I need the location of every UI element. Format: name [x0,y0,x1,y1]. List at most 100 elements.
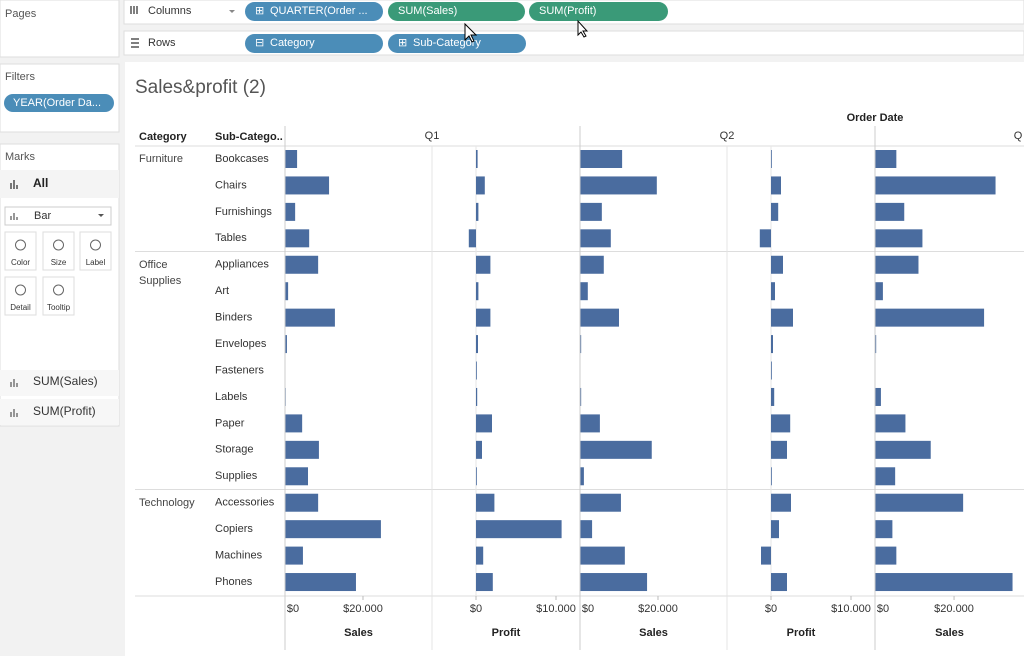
pages-panel [0,0,120,58]
row-pill-text[interactable]: Sub-Category [413,37,481,49]
bar [875,467,896,486]
marks-field[interactable]: SUM(Profit) [33,404,96,418]
bar [476,493,495,512]
mark-button-label[interactable]: Detail [10,303,31,312]
subcategory-label: Labels [215,391,248,403]
column-pill[interactable] [388,2,525,21]
column-pill-text[interactable]: SUM(Profit) [539,5,596,17]
bar [476,335,478,354]
rows-label: Rows [148,37,176,49]
mark-button-label[interactable]: Label [86,258,106,267]
columns-label: Columns [148,5,192,17]
bar [875,546,897,565]
bar [771,335,773,354]
filter-pill-text[interactable]: YEAR(Order Da... [13,97,101,109]
mark-button-label[interactable]: Size [51,258,67,267]
mark-buttons: Color Size Label Detail Tooltip [4,231,112,316]
bar [771,202,779,221]
x-tick-label: $0 [470,603,482,615]
category-label: Office Supplies [139,258,182,287]
bar [580,387,582,406]
subcategory-label: Chairs [215,179,247,191]
chart: Bookcases Chairs Furnishings Tables Applianc… [135,126,1024,650]
row-header: Category [139,131,188,143]
x-tick-label: $10.000 [831,603,871,615]
marks-field-row[interactable] [0,370,119,396]
filter-pill[interactable] [4,94,114,112]
bar [476,308,491,327]
marks-all[interactable]: All [33,176,48,190]
shelf-pills: ⊞ QUARTER(Order ... SUM(Sales) SUM(Profit) ⊟… [245,2,668,53]
row-pill[interactable] [245,34,383,53]
bar [476,255,491,274]
pages-label: Pages [5,8,37,20]
mark-button-icon [53,284,64,296]
mark-button[interactable] [42,231,75,271]
bar [285,202,296,221]
x-tick-label: $0 [582,603,594,615]
subcategory-label: Tables [215,232,247,244]
row-pill-text[interactable]: Category [270,37,315,49]
marks-all-row[interactable] [0,170,119,198]
bar [875,255,919,274]
shelf-dropdown[interactable] [229,10,235,13]
x-tick-label: $20.000 [934,603,974,615]
row-pill[interactable] [388,34,526,53]
column-pill[interactable] [245,2,383,21]
x-axis-title: Sales [935,627,964,639]
x-tick-label: $0 [287,603,299,615]
bar [771,440,787,459]
x-axis-title: Profit [492,627,521,639]
chart-area [125,62,1024,656]
bar [771,467,772,486]
mark-button-label[interactable]: Color [11,258,30,267]
bar [580,176,657,195]
mark-button-icon [15,284,26,296]
bar [580,440,652,459]
mark-button[interactable] [4,231,37,271]
subcategory-label: Machines [215,550,263,562]
bar [771,361,772,380]
bar [285,467,309,486]
subcategory-label: Bookcases [215,153,269,165]
category-label: Technology [139,496,195,509]
bar [771,255,783,274]
marks-field[interactable]: SUM(Sales) [33,374,98,388]
subcategory-label: Copiers [215,523,253,535]
bar [476,282,479,301]
mark-button[interactable] [79,231,112,271]
bar [285,282,289,301]
bar [875,387,881,406]
bar [580,546,625,565]
bar [875,176,996,195]
mark-type[interactable]: Bar [34,210,51,222]
bar [285,414,303,433]
x-tick-label: $0 [877,603,889,615]
columns-icon [130,6,138,14]
subcategory-label: Fasteners [215,364,264,376]
bar [580,150,623,168]
marks-field-row[interactable] [0,399,119,425]
column-pill-text[interactable]: SUM(Sales) [398,5,457,17]
bar [875,520,893,539]
bar [476,573,493,592]
column-pill[interactable] [529,2,668,21]
mark-button[interactable] [4,276,37,316]
bar-icon [10,213,18,220]
subcategory-label: Supplies [215,470,258,482]
bar [285,255,319,274]
bar [771,387,775,406]
mark-button-label[interactable]: Tooltip [47,303,71,312]
subcategory-label: Binders [215,312,253,324]
mark-type-dropdown[interactable] [4,206,112,226]
category-label: Furniture [139,153,184,165]
mark-button[interactable] [42,276,75,316]
marks-title: Marks [5,151,35,163]
mark-button-icon [90,239,101,251]
x-tick-label: $0 [765,603,777,615]
bar [476,520,562,539]
column-pill-text[interactable]: QUARTER(Order ... [270,5,368,17]
bar [875,493,964,512]
column-label: Q [1014,130,1023,142]
bar [285,229,310,248]
